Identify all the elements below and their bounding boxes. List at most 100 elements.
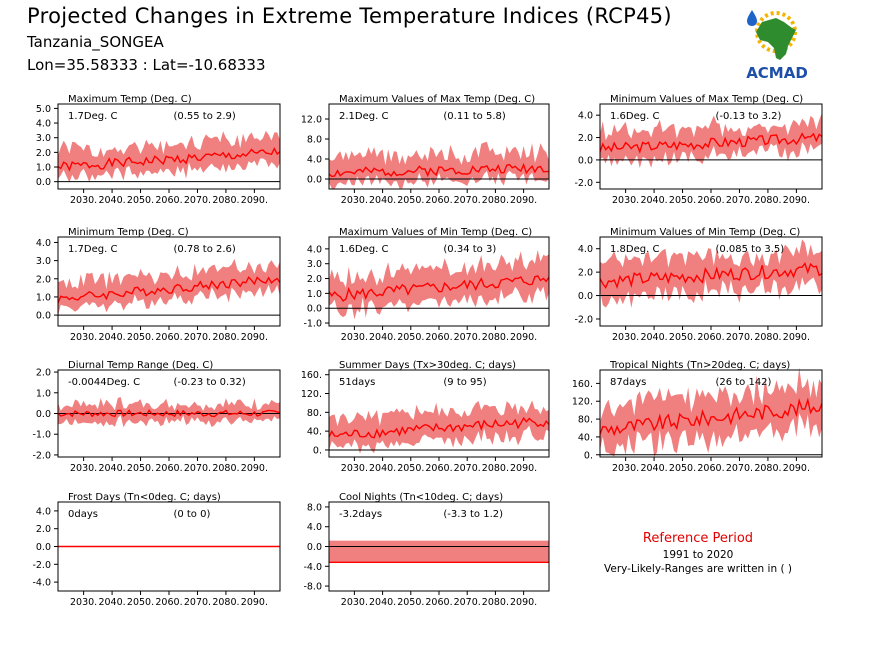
very-likely-range-label: (0.11 to 5.8) (443, 111, 505, 122)
y-tick-label: 0. (584, 450, 593, 461)
likely-range-band (329, 400, 549, 454)
y-tick-label: 1.0 (36, 163, 51, 174)
x-tick-label: 2070. (454, 463, 481, 474)
location-label: Tanzania_SONGEA (27, 33, 164, 51)
very-likely-range-label: (0 to 0) (173, 509, 210, 520)
likely-range-band (329, 141, 549, 189)
y-tick-label: 4.0 (307, 244, 322, 255)
chart-panel-8: 0. 40. 80. 120. 160. 2030. 2040. 2050. 2060. 2070… (301, 360, 550, 474)
x-tick-label: 2070. (726, 463, 753, 474)
change-value-label: 2.1Deg. C (339, 111, 388, 122)
x-tick-label: 2050. (127, 332, 154, 343)
panel-title: Summer Days (Tx>30deg. C; days) (339, 360, 516, 371)
coordinates-label: Lon=35.58333 : Lat=-10.68333 (27, 56, 266, 74)
chart-panel-11: -8.0 -4.0 0.0 4.0 8.0 2030. 2040. 2050. 2060. 207… (303, 492, 550, 608)
reference-period-title: Reference Period (642, 531, 754, 546)
y-tick-label: 0.0 (307, 304, 322, 315)
x-tick-label: 2040. (369, 195, 396, 206)
y-tick-label: 2.0 (307, 274, 322, 285)
chart-panel-9: 0. 40. 80. 120. 160. 2030. 2040. 2050. 2060. 2070… (572, 360, 823, 474)
very-likely-ranges-note: Very-Likely-Ranges are written in ( ) (604, 563, 792, 575)
x-tick-label: 2040. (98, 195, 125, 206)
change-value-label: -0.0044Deg. C (68, 377, 140, 388)
y-tick-label: 120. (301, 389, 322, 400)
x-tick-label: 2070. (726, 195, 753, 206)
x-tick-label: 2060. (155, 195, 182, 206)
x-tick-label: 2040. (640, 463, 667, 474)
change-value-label: 87days (610, 377, 646, 388)
very-likely-range-label: (-0.23 to 0.32) (173, 377, 245, 388)
chart-panel-10: -4.0 -2.0 0.0 2.0 4.0 2030. 2040. 2050. 2060. 207… (32, 492, 281, 608)
y-tick-label: -8.0 (303, 582, 322, 593)
x-tick-label: 2080. (754, 332, 781, 343)
change-value-label: 1.7Deg. C (68, 111, 117, 122)
x-tick-label: 2090. (783, 463, 810, 474)
x-tick-label: 2060. (425, 463, 452, 474)
y-tick-label: -2.0 (32, 560, 51, 571)
y-tick-label: 4.0 (36, 119, 51, 130)
x-tick-label: 2030. (70, 463, 97, 474)
panel-title: Cool Nights (Tn<10deg. C; days) (339, 492, 503, 503)
x-tick-label: 2080. (212, 597, 239, 608)
x-tick-label: 2060. (425, 332, 452, 343)
y-tick-label: 2.0 (578, 268, 593, 279)
x-tick-label: 2090. (510, 332, 537, 343)
x-tick-label: 2080. (482, 195, 509, 206)
ensemble-median-line (599, 397, 823, 437)
x-tick-label: 2060. (425, 195, 452, 206)
panel-title: Maximum Values of Max Temp (Deg. C) (339, 94, 535, 105)
x-tick-label: 2030. (612, 195, 639, 206)
x-tick-label: 2050. (397, 463, 424, 474)
y-tick-label: 3.0 (36, 256, 51, 267)
x-tick-label: 2030. (612, 332, 639, 343)
y-tick-label: 4.0 (578, 111, 593, 122)
y-tick-label: 0.0 (36, 409, 51, 420)
x-tick-label: 2030. (341, 195, 368, 206)
ensemble-median-line (599, 132, 823, 154)
x-tick-label: 2070. (184, 332, 211, 343)
x-tick-label: 2070. (454, 195, 481, 206)
x-tick-label: 2060. (155, 597, 182, 608)
x-tick-label: 2060. (425, 597, 452, 608)
x-tick-label: 2050. (127, 195, 154, 206)
x-tick-label: 2090. (241, 195, 268, 206)
y-tick-label: 1.0 (36, 388, 51, 399)
likely-range-band (329, 540, 549, 563)
panel-title: Minimum Temp (Deg. C) (68, 227, 189, 238)
y-tick-label: 3.0 (307, 259, 322, 270)
x-tick-label: 2040. (369, 463, 396, 474)
ensemble-median-line (599, 262, 823, 290)
x-tick-label: 2070. (184, 463, 211, 474)
y-tick-label: 12.0 (301, 115, 322, 126)
x-tick-label: 2040. (98, 332, 125, 343)
y-tick-label: 2.0 (36, 274, 51, 285)
panel-title: Maximum Values of Min Temp (Deg. C) (339, 227, 532, 238)
y-tick-label: 0.0 (36, 177, 51, 188)
x-tick-label: 2060. (697, 195, 724, 206)
y-tick-label: -4.0 (32, 578, 51, 589)
y-tick-label: 2.0 (578, 133, 593, 144)
y-tick-label: -4.0 (303, 562, 322, 573)
y-tick-label: 8.0 (307, 502, 322, 513)
y-tick-label: 4.0 (36, 238, 51, 249)
y-tick-label: 0.0 (36, 542, 51, 553)
x-tick-label: 2090. (241, 463, 268, 474)
ensemble-median-line (328, 275, 550, 302)
x-tick-label: 2090. (510, 195, 537, 206)
raindrop-icon (747, 10, 757, 26)
x-tick-label: 2050. (397, 195, 424, 206)
ensemble-median-line (328, 162, 550, 178)
x-tick-label: 2090. (783, 195, 810, 206)
change-value-label: 1.7Deg. C (68, 244, 117, 255)
change-value-label: 1.8Deg. C (610, 244, 659, 255)
very-likely-range-label: (0.55 to 2.9) (173, 111, 235, 122)
change-value-label: 1.6Deg. C (339, 244, 388, 255)
chart-panel-7: -2.0 -1.0 0.0 1.0 2.0 2030. 2040. 2050. 2060. 207… (32, 360, 281, 474)
x-tick-label: 2030. (70, 597, 97, 608)
y-tick-label: 160. (301, 370, 322, 381)
likely-range-band (58, 258, 280, 316)
x-tick-label: 2040. (369, 332, 396, 343)
